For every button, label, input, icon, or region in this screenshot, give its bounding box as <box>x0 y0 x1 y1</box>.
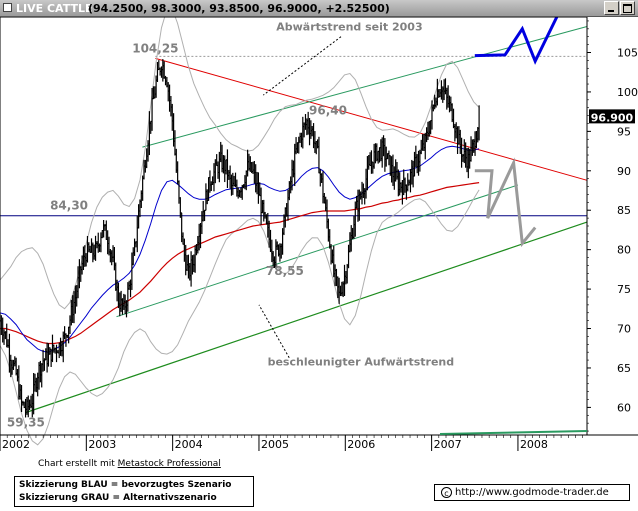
price-label: 78,55 <box>266 264 304 278</box>
y-tick-label: 65 <box>617 362 631 375</box>
y-tick-label: 90 <box>617 165 631 178</box>
accelerated-uptrend-line <box>25 221 588 414</box>
x-tick-label: 2004 <box>175 438 203 451</box>
maximize-button[interactable] <box>620 1 635 15</box>
price-label: 59,35 <box>7 416 45 430</box>
y-tick-label: 80 <box>617 244 631 257</box>
volume-indicator-line <box>439 430 588 435</box>
credit-prefix: Chart erstellt mit <box>38 459 118 469</box>
label-layer: 104,25 96,40 84,30 78,55 59,35 Abwärtstrend s… <box>7 20 454 429</box>
channel-lower-line <box>116 184 519 318</box>
red-average-line <box>0 182 480 345</box>
x-tick-label: 2008 <box>520 438 548 451</box>
legend-gray: Skizzierung GRAU = Alternativszenario <box>19 493 217 503</box>
last-price-label: 96.900 <box>591 111 634 124</box>
window-system-icon[interactable] <box>3 3 12 12</box>
last-price-tag <box>589 109 635 124</box>
minimize-button[interactable] <box>604 1 619 15</box>
y-tick-label: 95 <box>617 125 631 138</box>
annotation-text: beschleunigter Aufwärtstrend <box>268 356 455 369</box>
y-axis-panel <box>587 17 638 452</box>
metastock-link[interactable]: Metastock Professional <box>117 459 221 469</box>
copyright-icon: c <box>441 487 452 498</box>
annotation-text: Abwärtstrend seit 2003 <box>276 20 422 33</box>
price-label: 84,30 <box>50 199 88 213</box>
x-tick-label: 2005 <box>261 438 289 451</box>
blue-average-line <box>0 145 480 353</box>
y-tick-label: 85 <box>617 204 631 217</box>
scenario-blue <box>474 17 559 65</box>
x-tick-label: 2003 <box>88 438 116 451</box>
price-label: 104,25 <box>132 41 178 55</box>
scenario-layer <box>474 17 559 248</box>
window-title-bar: LIVE CATTLE (94.2500, 98.3000, 93.8500, … <box>0 0 638 17</box>
y-tick-label: 100 <box>617 86 638 99</box>
price-bars-layer <box>0 59 480 418</box>
chart-credit: Chart erstellt mit Metastock Professiona… <box>38 459 221 469</box>
y-tick-label: 75 <box>617 283 631 296</box>
y-tick-label: 60 <box>617 401 631 414</box>
price-chart: 104,25 96,40 84,30 78,55 59,35 Abwärtstrend s… <box>0 17 638 452</box>
website-box: c http://www.godmode-trader.de <box>434 484 630 501</box>
bollinger-lower <box>0 189 480 446</box>
ohlc-values: (94.2500, 98.3000, 93.8500, 96.9000, +2.… <box>88 2 390 15</box>
website-url[interactable]: http://www.godmode-trader.de <box>455 487 609 498</box>
annotation-connector <box>262 36 342 96</box>
axes-layer: 60 65 70 75 80 85 90 95 100 105 2002 2003 2004 2005 20… <box>0 17 638 452</box>
chart-background <box>0 17 638 452</box>
y-tick-label: 70 <box>617 323 631 336</box>
price-label: 96,40 <box>309 103 347 117</box>
scenario-legend: Skizzierung BLAU = bevorzugtes Szenario … <box>14 476 254 507</box>
scenario-gray <box>474 157 537 248</box>
x-tick-label: 2006 <box>347 438 375 451</box>
symbol-name: LIVE CATTLE <box>16 2 93 15</box>
footer: Chart erstellt mit Metastock Professiona… <box>0 452 638 511</box>
x-tick-label: 2002 <box>2 438 30 451</box>
legend-blue: Skizzierung BLAU = bevorzugtes Szenario <box>19 480 232 490</box>
y-tick-label: 105 <box>617 46 638 59</box>
x-tick-label: 2007 <box>434 438 462 451</box>
